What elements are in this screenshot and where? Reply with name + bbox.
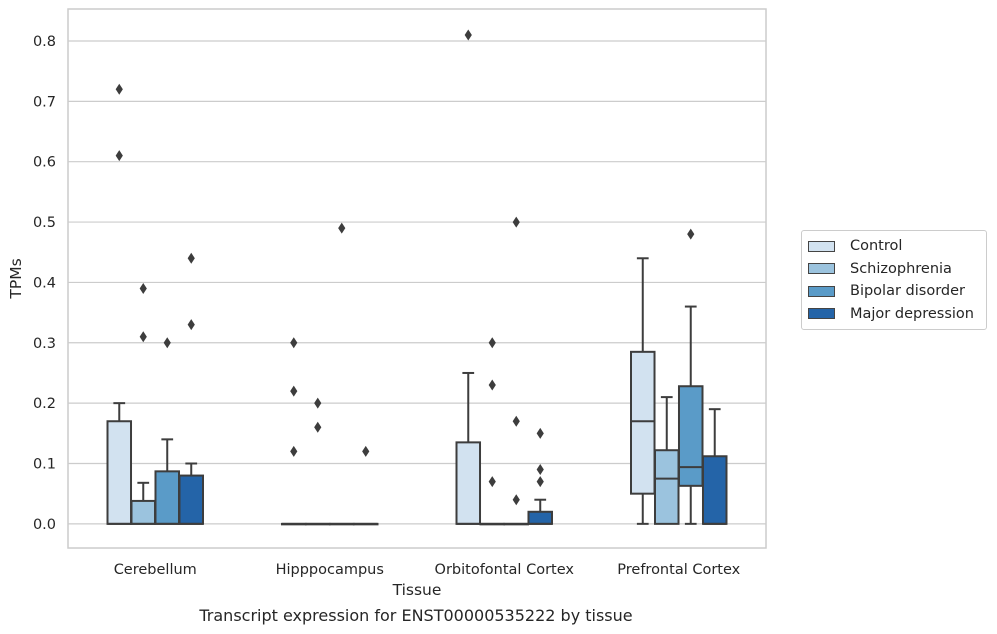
legend-label: Schizophrenia — [850, 260, 952, 277]
legend-swatch — [808, 285, 835, 297]
legend-item: Major depression — [802, 303, 986, 326]
plot-frame — [67, 8, 767, 549]
outlier-point — [512, 494, 520, 506]
y-tick-label: 0.5 — [33, 215, 56, 231]
legend-item: Bipolar disorder — [802, 280, 986, 303]
x-tick-label: Cerebellum — [114, 562, 197, 578]
legend-swatch — [808, 308, 835, 320]
chart-caption: Transcript expression for ENST0000053522… — [199, 606, 633, 625]
box — [630, 350, 656, 495]
y-tick-label: 0.4 — [33, 275, 56, 291]
outlier-point — [290, 337, 298, 349]
legend-swatch — [808, 240, 835, 252]
box — [106, 420, 133, 525]
y-tick-label: 0.3 — [33, 336, 56, 352]
y-tick-label: 0.8 — [33, 34, 56, 50]
y-tick-label: 0.7 — [33, 94, 56, 110]
outlier-point — [536, 476, 544, 488]
outlier-point — [115, 83, 123, 95]
outlier-point — [488, 379, 496, 391]
legend-item: Control — [802, 235, 986, 258]
legend: Control Schizophrenia Bipolar disorder Majo… — [801, 230, 987, 330]
outlier-point — [314, 397, 322, 409]
outlier-point — [464, 29, 472, 41]
y-tick-label: 0.6 — [33, 155, 56, 171]
box — [178, 474, 204, 525]
outlier-point — [115, 150, 123, 162]
box — [154, 470, 181, 525]
y-tick-label: 0.1 — [33, 456, 56, 472]
outlier-point — [187, 319, 195, 331]
x-tick-label: Prefrontal Cortex — [617, 562, 740, 578]
outlier-point — [512, 415, 520, 427]
y-tick-label: 0.2 — [33, 396, 56, 412]
y-tick-label: 0.0 — [33, 517, 56, 533]
box — [527, 510, 553, 525]
outlier-point — [290, 385, 298, 397]
box — [677, 385, 704, 487]
outlier-point — [163, 337, 171, 349]
outlier-point — [314, 421, 322, 433]
box — [455, 441, 482, 525]
x-axis-label: Tissue — [392, 581, 442, 599]
outlier-point — [338, 222, 346, 234]
outlier-point — [139, 282, 147, 294]
outlier-point — [290, 445, 298, 457]
legend-label: Bipolar disorder — [850, 283, 965, 300]
x-tick-label: Hipppocampus — [276, 562, 384, 578]
outlier-point — [687, 228, 695, 240]
outlier-point — [536, 464, 544, 476]
outlier-point — [139, 331, 147, 343]
x-tick-label: Orbitofontal Cortex — [435, 562, 575, 578]
outlier-point — [512, 216, 520, 228]
outlier-point — [187, 252, 195, 264]
legend-item: Schizophrenia — [802, 258, 986, 281]
box — [130, 499, 157, 525]
y-axis-label: TPMs — [7, 258, 25, 299]
outlier-point — [536, 427, 544, 439]
outlier-point — [488, 337, 496, 349]
legend-label: Major depression — [850, 305, 974, 322]
outlier-point — [362, 445, 370, 457]
legend-swatch — [808, 263, 835, 275]
box — [701, 455, 728, 525]
outlier-point — [488, 476, 496, 488]
legend-label: Control — [850, 238, 903, 255]
box — [653, 449, 680, 525]
